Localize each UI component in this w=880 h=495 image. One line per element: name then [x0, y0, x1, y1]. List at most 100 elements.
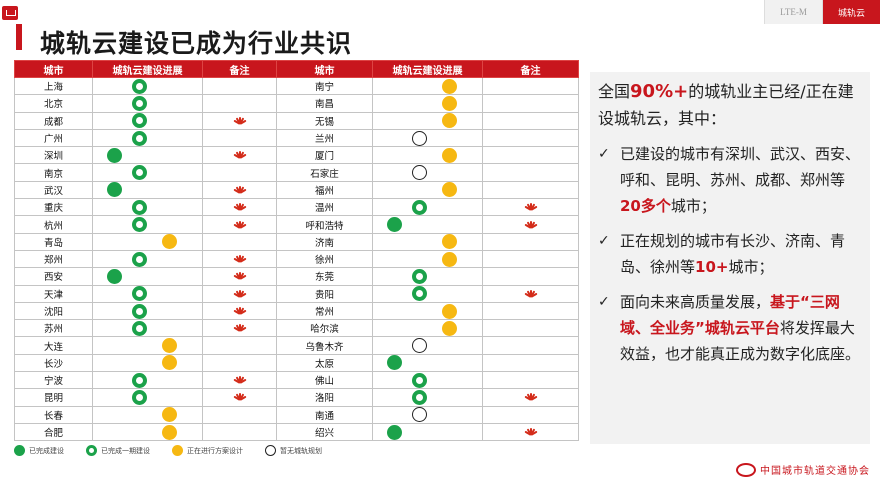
header-note-left: 备注 [202, 60, 277, 78]
table-row: 长沙 太原 [14, 353, 579, 373]
table-row: 合肥 绍兴 [14, 422, 579, 442]
progress-cell [372, 94, 483, 113]
tab-urban-rail-cloud[interactable]: 城轨云 [822, 0, 880, 24]
city-cell: 宁波 [14, 371, 93, 390]
city-cell: 绍兴 [276, 422, 373, 442]
city-cell: 大连 [14, 336, 93, 355]
note-cell [482, 163, 579, 182]
planning-status-icon [161, 355, 177, 371]
vendor-logo-icon [232, 185, 247, 194]
note-cell [202, 336, 277, 355]
vendor-logo-icon [232, 203, 247, 212]
city-cell: 福州 [276, 180, 373, 200]
phase1-status-icon [132, 303, 148, 319]
table-row: 深圳 厦门 [14, 146, 579, 165]
progress-cell [372, 422, 483, 442]
bullet-text-part: 已建设的城市有深圳、武汉、西安、呼和、昆明、苏州、成都、郑州等 [620, 145, 861, 189]
top-tabs: LTE-M 城轨云 [764, 0, 880, 24]
note-cell [482, 232, 579, 251]
phase1-status-icon [86, 445, 97, 456]
header-note-right: 备注 [482, 60, 579, 78]
progress-cell [372, 284, 483, 303]
city-cell: 哈尔滨 [276, 319, 373, 338]
bullet-text: 面向未来高质量发展，基于“三网域、全业务”城轨云平台将发挥最大效益，也才能真正成… [620, 289, 862, 367]
note-cell [482, 111, 579, 130]
progress-cell [372, 146, 483, 165]
table-row: 北京 南昌 [14, 94, 579, 113]
progress-cell [372, 128, 483, 148]
note-cell [202, 267, 277, 286]
table-row: 大连 乌鲁木齐 [14, 336, 579, 355]
planning-status-icon [161, 424, 177, 440]
city-cell: 广州 [14, 128, 93, 148]
vendor-logo-icon [523, 393, 538, 402]
built-status-icon [107, 268, 123, 284]
note-cell [202, 284, 277, 303]
note-cell [202, 180, 277, 200]
built-status-icon [387, 424, 403, 440]
check-icon: ✓ [598, 294, 610, 310]
progress-cell [92, 301, 203, 321]
legend-label: 暂无城轨规划 [280, 446, 322, 455]
bullet-text-part: 城市； [728, 258, 774, 276]
progress-cell [92, 249, 203, 269]
legend-item-planning: 正在进行方案设计 [172, 445, 243, 456]
city-cell: 杭州 [14, 215, 93, 234]
phase1-status-icon [412, 389, 428, 405]
vendor-logo-icon [232, 324, 247, 333]
note-cell [482, 371, 579, 390]
note-cell [482, 336, 579, 355]
summary-bullet: ✓ 正在规划的城市有长沙、济南、青岛、徐州等10+城市； [598, 228, 862, 280]
planning-status-icon [441, 78, 457, 94]
note-cell [482, 128, 579, 148]
city-cell: 郑州 [14, 249, 93, 269]
vendor-logo-icon [232, 116, 247, 125]
vendor-logo-icon [232, 376, 247, 385]
vendor-logo-icon [232, 220, 247, 229]
note-cell [482, 284, 579, 303]
city-cell: 南京 [14, 163, 93, 182]
city-cell: 常州 [276, 301, 373, 321]
legend-item-phase1: 已完成一期建设 [86, 445, 150, 456]
tab-lte-m[interactable]: LTE-M [764, 0, 822, 24]
progress-cell [92, 284, 203, 303]
bullet-text: 已建设的城市有深圳、武汉、西安、呼和、昆明、苏州、成都、郑州等 20多个城市； [620, 141, 862, 219]
planning-status-icon [161, 407, 177, 423]
table-row: 宁波 佛山 [14, 371, 579, 390]
legend-item-built: 已完成建设 [14, 445, 64, 456]
planning-status-icon [441, 147, 457, 163]
progress-cell [92, 353, 203, 373]
progress-cell [92, 76, 203, 96]
phase1-status-icon [412, 199, 428, 215]
city-cell: 呼和浩特 [276, 215, 373, 234]
city-cell: 石家庄 [276, 163, 373, 182]
table-row: 南京 石家庄 [14, 163, 579, 182]
progress-cell [372, 353, 483, 373]
progress-cell [372, 249, 483, 269]
note-cell [202, 94, 277, 113]
vendor-logo-icon [232, 255, 247, 263]
table-row: 西安 东莞 [14, 267, 579, 286]
no-plan-status-icon [412, 130, 428, 146]
vendor-logo-icon [232, 272, 247, 281]
vendor-logo-icon [523, 220, 538, 229]
note-cell [202, 146, 277, 165]
table-row: 郑州 徐州 [14, 249, 579, 269]
city-cell: 青岛 [14, 232, 93, 251]
phase1-status-icon [132, 165, 148, 181]
city-cell: 贵阳 [276, 284, 373, 303]
city-cell: 济南 [276, 232, 373, 251]
city-cell: 洛阳 [276, 388, 373, 407]
progress-cell [92, 319, 203, 338]
note-cell [202, 249, 277, 269]
legend-item-none: 暂无城轨规划 [265, 445, 322, 456]
progress-cell [92, 163, 203, 182]
progress-cell [92, 146, 203, 165]
city-cell: 西安 [14, 267, 93, 286]
phase1-status-icon [412, 268, 428, 284]
table-header-row: 城市 城轨云建设进展 备注 城市 城轨云建设进展 备注 [14, 60, 579, 78]
vendor-logo-icon [232, 393, 247, 402]
note-cell [202, 301, 277, 321]
note-cell [202, 388, 277, 407]
summary-bullet: ✓ 已建设的城市有深圳、武汉、西安、呼和、昆明、苏州、成都、郑州等 20多个城市； [598, 141, 862, 219]
